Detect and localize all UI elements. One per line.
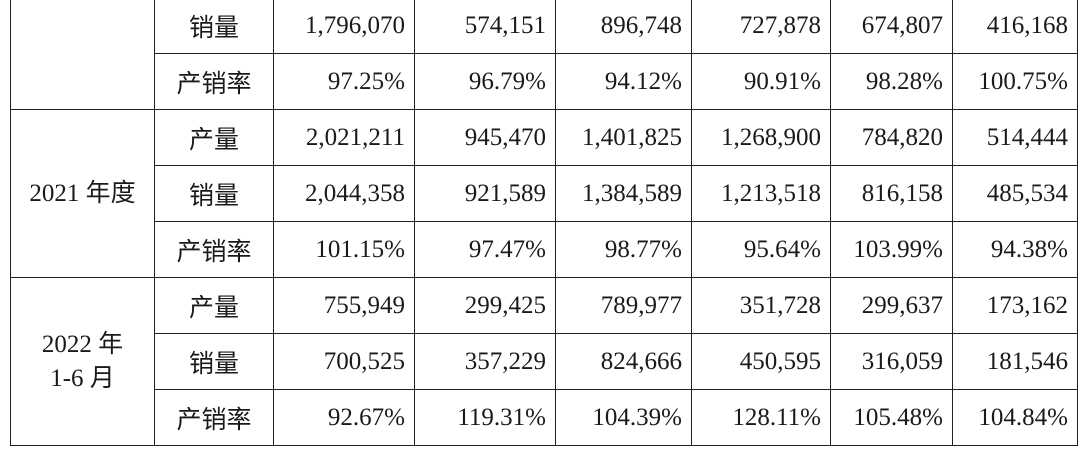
value-cell: 119.31% bbox=[414, 389, 556, 446]
metric-label: 产销率 bbox=[154, 53, 274, 110]
value-cell: 97.25% bbox=[273, 53, 415, 110]
period-label: 2021 年度 bbox=[29, 179, 136, 207]
table-body: 销量 1,796,070 574,151 896,748 727,878 674,807 4… bbox=[10, 0, 1078, 446]
value-cell: 2,044,358 bbox=[273, 165, 415, 222]
value-cell: 357,229 bbox=[414, 333, 556, 390]
period-label: 1-6 月 bbox=[50, 364, 115, 392]
value-cell: 94.12% bbox=[555, 53, 692, 110]
value-cell: 824,666 bbox=[555, 333, 692, 390]
value-cell: 181,546 bbox=[952, 333, 1078, 390]
metric-label: 产销率 bbox=[154, 221, 274, 278]
table-row: 产销率 101.15% 97.47% 98.77% 95.64% 103.99% 94.38… bbox=[11, 221, 1078, 278]
value-cell: 674,807 bbox=[830, 0, 953, 54]
value-cell: 485,534 bbox=[952, 165, 1078, 222]
value-cell: 700,525 bbox=[273, 333, 415, 390]
value-cell: 95.64% bbox=[691, 221, 831, 278]
table-row: 产销率 92.67% 119.31% 104.39% 128.11% 105.48% 104… bbox=[11, 389, 1078, 446]
value-cell: 98.28% bbox=[830, 53, 953, 110]
table-row: 销量 2,044,358 921,589 1,384,589 1,213,518 816,… bbox=[11, 165, 1078, 222]
period-cell bbox=[10, 0, 155, 110]
value-cell: 450,595 bbox=[691, 333, 831, 390]
production-sales-table: 销量 1,796,070 574,151 896,748 727,878 674,807 4… bbox=[10, 0, 1078, 446]
value-cell: 94.38% bbox=[952, 221, 1078, 278]
table-row: 2022 年 1-6 月 产量 755,949 299,425 789,977 351,72… bbox=[10, 277, 1078, 446]
value-cell: 101.15% bbox=[273, 221, 415, 278]
value-cell: 896,748 bbox=[555, 0, 692, 54]
value-cell: 945,470 bbox=[414, 109, 556, 166]
value-cell: 97.47% bbox=[414, 221, 556, 278]
table-row: 销量 1,796,070 574,151 896,748 727,878 674,807 4… bbox=[10, 0, 1078, 110]
value-cell: 90.91% bbox=[691, 53, 831, 110]
value-cell: 1,796,070 bbox=[273, 0, 415, 54]
value-cell: 105.48% bbox=[830, 389, 953, 446]
value-cell: 104.84% bbox=[952, 389, 1078, 446]
value-cell: 1,268,900 bbox=[691, 109, 831, 166]
value-cell: 96.79% bbox=[414, 53, 556, 110]
value-cell: 416,168 bbox=[952, 0, 1078, 54]
value-cell: 299,637 bbox=[830, 277, 953, 334]
metric-label: 产销率 bbox=[154, 389, 274, 446]
period-cell: 2022 年 1-6 月 bbox=[10, 277, 155, 446]
value-cell: 1,384,589 bbox=[555, 165, 692, 222]
value-cell: 98.77% bbox=[555, 221, 692, 278]
value-cell: 727,878 bbox=[691, 0, 831, 54]
period-label: 2022 年 bbox=[41, 330, 124, 358]
table-row: 2021 年度 产量 2,021,211 945,470 1,401,825 1,268,… bbox=[10, 109, 1078, 278]
value-cell: 1,213,518 bbox=[691, 165, 831, 222]
table-row: 销量 700,525 357,229 824,666 450,595 316,059 181… bbox=[11, 333, 1078, 390]
value-cell: 2,021,211 bbox=[273, 109, 415, 166]
value-cell: 128.11% bbox=[691, 389, 831, 446]
metric-label: 销量 bbox=[154, 165, 274, 222]
value-cell: 173,162 bbox=[952, 277, 1078, 334]
table-row: 产销率 97.25% 96.79% 94.12% 90.91% 98.28% 100.75% bbox=[11, 53, 1078, 110]
value-cell: 574,151 bbox=[414, 0, 556, 54]
value-cell: 784,820 bbox=[830, 109, 953, 166]
period-cell: 2021 年度 bbox=[10, 109, 155, 278]
value-cell: 789,977 bbox=[555, 277, 692, 334]
value-cell: 1,401,825 bbox=[555, 109, 692, 166]
value-cell: 92.67% bbox=[273, 389, 415, 446]
value-cell: 921,589 bbox=[414, 165, 556, 222]
value-cell: 299,425 bbox=[414, 277, 556, 334]
value-cell: 103.99% bbox=[830, 221, 953, 278]
value-cell: 104.39% bbox=[555, 389, 692, 446]
metric-label: 销量 bbox=[154, 0, 274, 54]
value-cell: 316,059 bbox=[830, 333, 953, 390]
metric-label: 销量 bbox=[154, 333, 274, 390]
metric-label: 产量 bbox=[154, 109, 274, 166]
value-cell: 755,949 bbox=[273, 277, 415, 334]
value-cell: 100.75% bbox=[952, 53, 1078, 110]
value-cell: 351,728 bbox=[691, 277, 831, 334]
metric-label: 产量 bbox=[154, 277, 274, 334]
value-cell: 514,444 bbox=[952, 109, 1078, 166]
value-cell: 816,158 bbox=[830, 165, 953, 222]
